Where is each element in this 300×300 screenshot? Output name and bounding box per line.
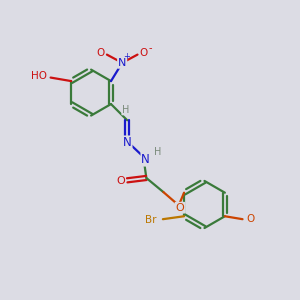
Text: N: N bbox=[118, 58, 126, 68]
Text: O: O bbox=[140, 48, 148, 59]
Text: O: O bbox=[176, 203, 184, 213]
Text: N: N bbox=[123, 136, 132, 149]
Text: -: - bbox=[148, 43, 152, 53]
Text: +: + bbox=[123, 52, 130, 61]
Text: HO: HO bbox=[32, 71, 47, 81]
Text: Br: Br bbox=[145, 215, 157, 225]
Text: N: N bbox=[141, 153, 150, 166]
Text: O: O bbox=[247, 214, 255, 224]
Text: O: O bbox=[116, 176, 125, 186]
Text: H: H bbox=[122, 105, 129, 115]
Text: H: H bbox=[154, 147, 162, 158]
Text: O: O bbox=[96, 48, 104, 59]
